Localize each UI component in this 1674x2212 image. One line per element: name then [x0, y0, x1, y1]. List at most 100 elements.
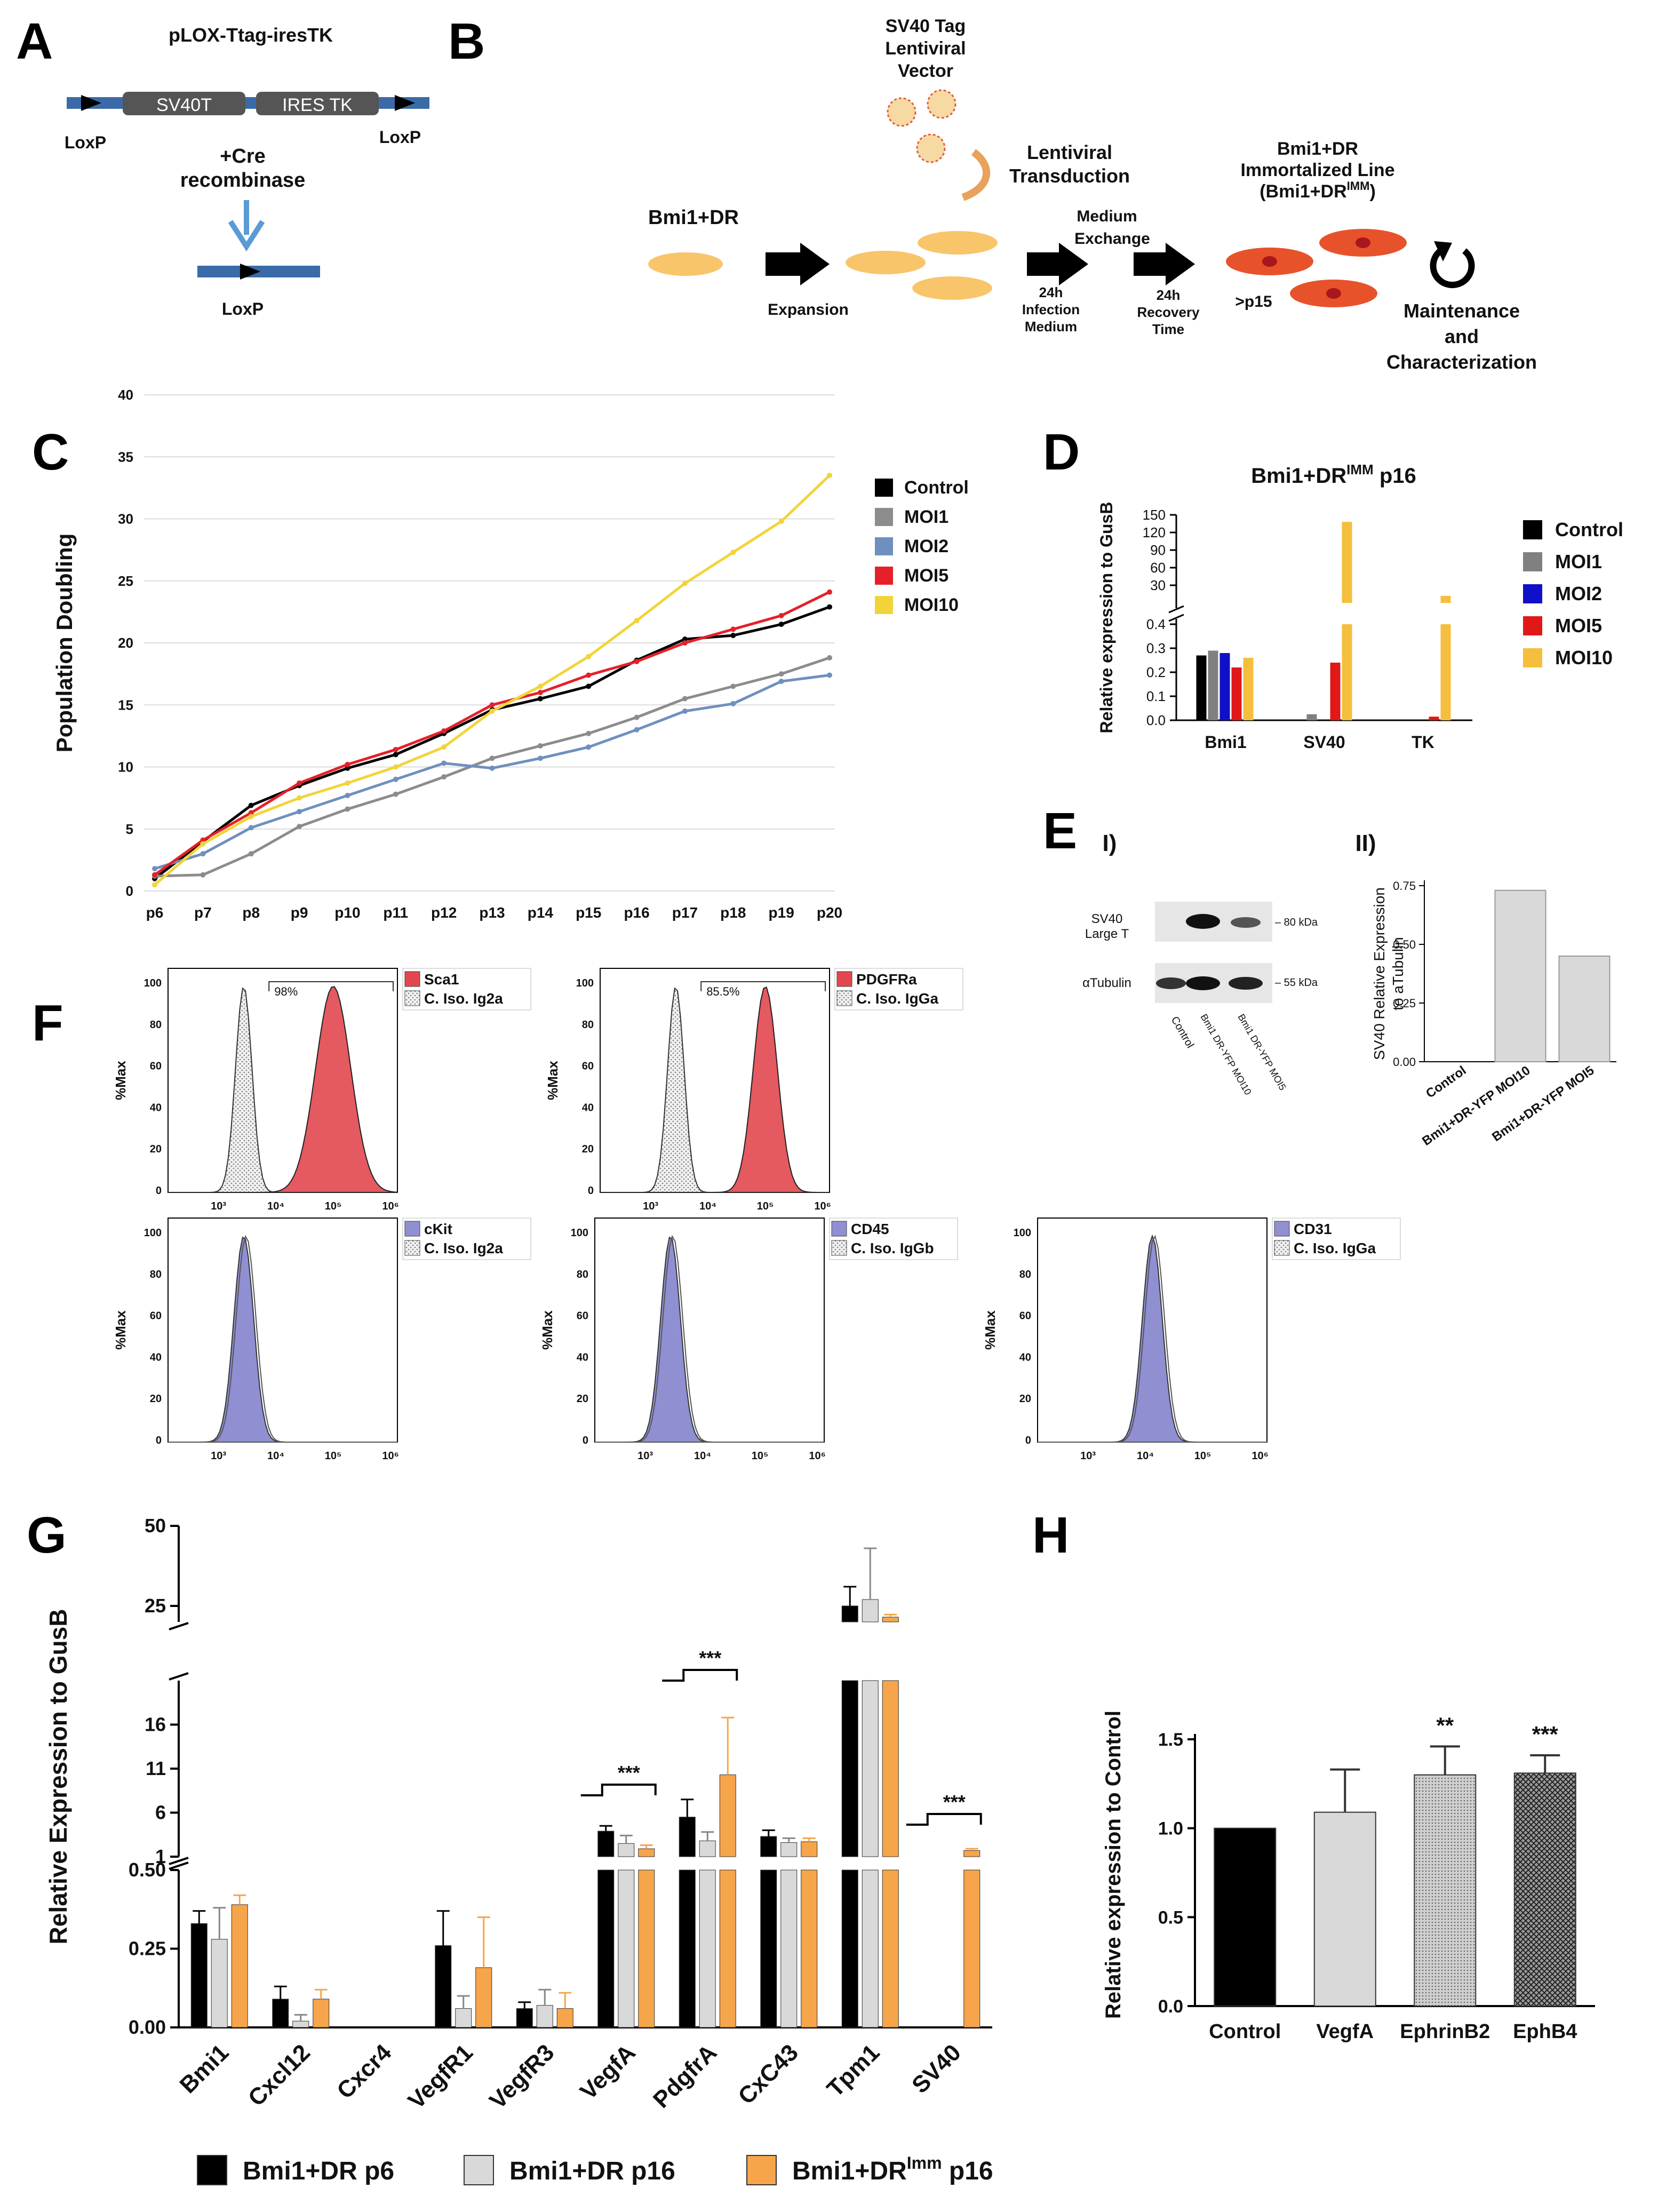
chart-c-legend-label-moi1: MOI1 — [904, 507, 948, 527]
panel-f-flow-cytometry: %Max 0 20 40 60 80 100 10³ 10⁴ 10⁵ 10⁶ 98% Sca1 C. Is… — [113, 968, 1401, 1462]
chart-c-ytick-40: 40 — [118, 387, 133, 403]
chart-g-bar-bmi1-1 — [211, 1939, 228, 2028]
flow-plot-ytick-cd45-20: 20 — [577, 1393, 588, 1405]
chart-d-bar-bmi1-moi10 — [1243, 658, 1254, 720]
flow-plot-xtick-sca1-1: 10⁴ — [267, 1200, 284, 1212]
panel-e-ii-bar-chart: SV40 Relative Expression to aTubulin 0.0… — [1371, 879, 1616, 1149]
blot-band-moi10-tubulin — [1186, 976, 1220, 990]
panel-c-line-chart: Population Doubling 0 5 10 15 20 25 30 35 40 p6 p7… — [52, 387, 969, 921]
flow-plot-xtick-sca1-0: 10³ — [211, 1200, 226, 1212]
chart-g-bar-vegfa-1-low — [618, 1869, 635, 2028]
passage-label: >p15 — [1235, 293, 1272, 311]
flow-plot-ckit: %Max 0 20 40 60 80 100 10³ 10⁴ 10⁵ 10⁶ cKit C. Iso. … — [113, 1218, 531, 1462]
chart-c-ticks: 0 5 10 15 20 25 30 35 40 p6 p7 p8 p9 p10 p11 p12 p13 p14 p… — [118, 387, 842, 921]
chart-c-ytick-35: 35 — [118, 449, 133, 465]
transduction-label-line2: Transduction — [1009, 165, 1130, 187]
chart-c-point-moi1-p11 — [393, 791, 398, 797]
flow-plot-ytick-pdgfra-0: 0 — [588, 1185, 594, 1197]
flow-plot-xtick-pdgfra-0: 10³ — [643, 1200, 658, 1212]
flow-plot-ytick-ckit-80: 80 — [150, 1269, 162, 1280]
flow-plot-ytick-cd45-60: 60 — [577, 1310, 588, 1322]
chart-h-bars — [1214, 1745, 1576, 2007]
flow-plot-xtick-pdgfra-3: 10⁶ — [814, 1200, 831, 1212]
chart-c-point-moi10-p14 — [537, 683, 543, 689]
chart-e-bars — [1494, 889, 1611, 1063]
loxp-remaining-triangle — [240, 264, 260, 280]
chart-g-bar-vegfa-1-mid — [618, 1843, 635, 1857]
chart-g-bar-tpm1-0-high — [841, 1605, 858, 1622]
panel-e-ii-label: II) — [1355, 830, 1376, 856]
chart-c-xtick-p7: p7 — [194, 904, 212, 921]
flow-plot-isotype-ckit — [168, 1235, 397, 1443]
chart-c-legend: Control MOI1 MOI2 MOI5 MOI10 — [875, 478, 969, 615]
chart-g-sig-label-pdgfra: *** — [699, 1647, 721, 1669]
chart-c-xtick-p6: p6 — [146, 904, 164, 921]
chart-c-point-moi2-p20 — [827, 672, 832, 678]
flow-plot-isotype-cd45 — [595, 1235, 824, 1443]
flow-plot-ytick-ckit-100: 100 — [144, 1227, 162, 1239]
panel-letter-e: E — [1043, 802, 1077, 860]
chart-g-xtick-cxcr4: Cxcr4 — [332, 2039, 397, 2104]
chart-h-xtick-control: Control — [1209, 2020, 1281, 2043]
cre-label-line2: recombinase — [180, 169, 305, 192]
loxp-right-triangle — [395, 95, 415, 111]
flow-plot-marker-sca1 — [168, 986, 398, 1193]
chart-g-bar-vegfr3-1 — [536, 2005, 553, 2028]
loxp-left-label: LoxP — [65, 133, 106, 152]
flow-plot-ytick-cd45-80: 80 — [577, 1269, 588, 1280]
chart-g-bar-vegfr1-2 — [475, 1967, 492, 2028]
chart-c-point-moi1-p13 — [489, 755, 495, 761]
chart-c-point-moi5-p16 — [634, 658, 640, 664]
chart-d-xtick-bmi1: Bmi1 — [1205, 733, 1246, 752]
chart-d-legend-swatch-moi2 — [1523, 584, 1542, 603]
panel-letter-a: A — [16, 13, 53, 70]
chart-d-bars — [1196, 522, 1451, 720]
expanded-cells-icon — [846, 231, 998, 300]
chart-c-point-moi1-p14 — [537, 743, 543, 749]
chart-c-point-moi5-p15 — [586, 672, 592, 678]
chart-d-yticklabel-upper-3: 120 — [1143, 524, 1166, 540]
chart-e-bar-bmi1-dr-yfp-moi5 — [1558, 956, 1611, 1062]
chart-g-bar-bmi1-0 — [190, 1923, 208, 2028]
flow-plot-xtick-pdgfra-2: 10⁵ — [757, 1200, 774, 1212]
flow-plot-ytick-sca1-80: 80 — [150, 1019, 162, 1031]
chart-c-point-moi10-p16 — [634, 618, 640, 624]
chart-g-legend-swatch-2 — [746, 2155, 777, 2185]
flow-plot-ytick-cd45-0: 0 — [583, 1435, 588, 1446]
flow-plot-legend-marker-pdgfra: PDGFRa — [856, 971, 917, 988]
sv40t-label: SV40T — [156, 95, 212, 115]
chart-c-point-moi1-p19 — [778, 671, 784, 677]
immortalized-cells-icon — [1226, 229, 1407, 307]
chart-g-bar-cxcl12-2 — [313, 1999, 330, 2028]
chart-d-bar-bmi1-moi1 — [1208, 650, 1218, 720]
chart-c-legend-label-moi5: MOI5 — [904, 566, 948, 586]
chart-g-bars — [190, 1547, 981, 2028]
flow-plot-xtick-cd31-2: 10⁵ — [1194, 1450, 1211, 1462]
chart-g-yticklabel-mid-2: 11 — [146, 1757, 166, 1779]
flow-plot-legend-swatch-iso-cd45 — [831, 1240, 847, 1256]
chart-c-gridlines — [144, 394, 835, 892]
sv40t-segment — [123, 92, 245, 115]
chart-c-legend-swatch-moi10 — [875, 596, 893, 614]
chart-c-point-moi5-p11 — [393, 746, 398, 752]
chart-d-title: Bmi1+DRIMM p16 — [1251, 462, 1416, 488]
flow-plot-ylabel-cd31: %Max — [982, 1310, 998, 1350]
chart-c-ytick-5: 5 — [126, 821, 133, 837]
chart-c-point-moi5-p19 — [778, 612, 784, 618]
chart-d-yticklabel-upper-2: 90 — [1150, 542, 1166, 558]
flow-plot-xtick-cd31-1: 10⁴ — [1137, 1450, 1154, 1462]
flow-plot-legend-box-sca1 — [402, 968, 531, 1010]
flow-plot-xtick-ckit-0: 10³ — [211, 1450, 226, 1462]
chart-h-ylabel: Relative expression to Control — [1102, 1710, 1125, 2019]
chart-c-point-moi5-p14 — [537, 690, 543, 695]
chart-c-point-moi1-p12 — [441, 774, 447, 780]
panel-letter-c: C — [32, 424, 69, 481]
recovery-label-line1: 24h — [1157, 287, 1181, 303]
flow-plot-legend-iso-pdgfra: C. Iso. IgGa — [856, 990, 938, 1007]
flow-plot-legend-iso-ckit: C. Iso. Ig2a — [424, 1240, 503, 1256]
start-cell-icon — [648, 252, 723, 276]
chart-g-bar-vegfa-2-mid — [638, 1848, 655, 1857]
chart-g-yticklabel-low-1: 0.25 — [129, 1938, 166, 1960]
flow-plot-xtick-cd45-0: 10³ — [637, 1450, 653, 1462]
chart-d-bar-tk-moi10-upper — [1440, 595, 1451, 603]
